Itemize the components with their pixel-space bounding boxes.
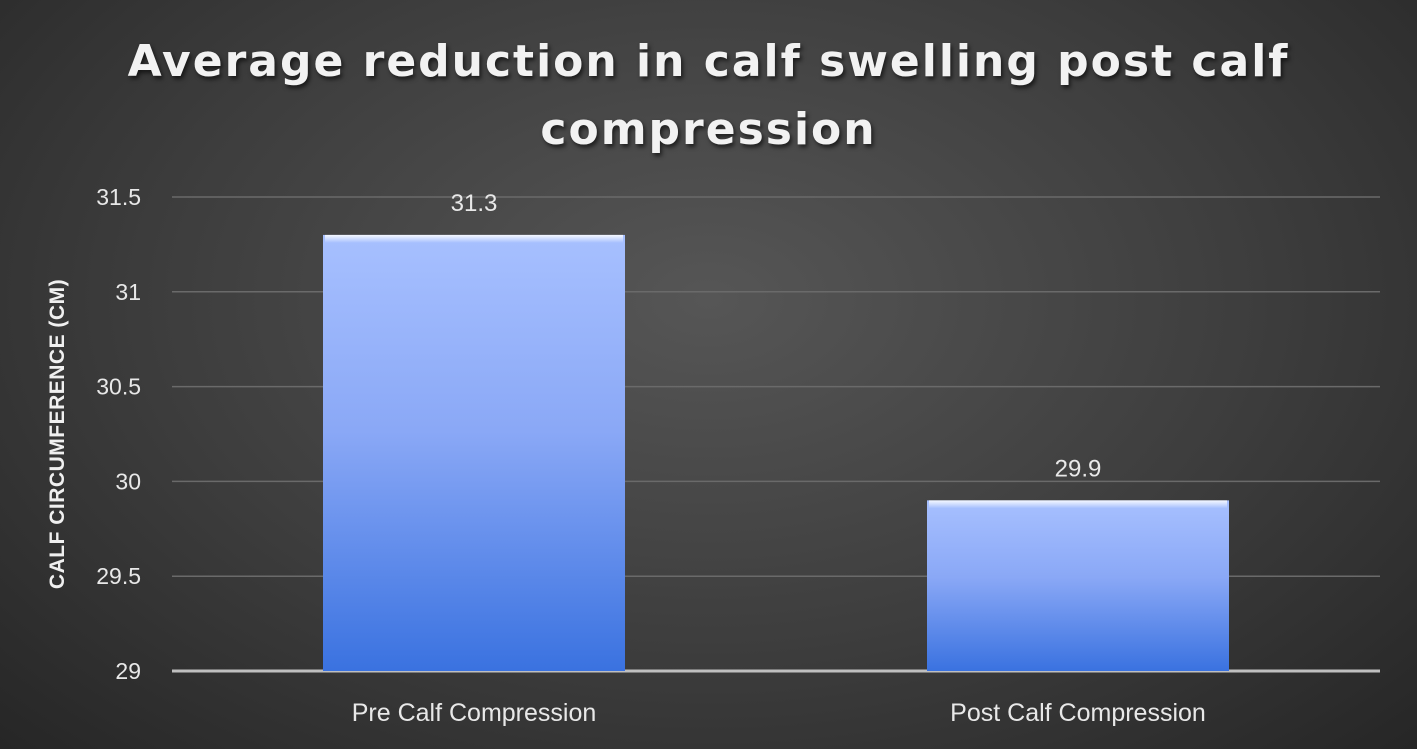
chart-title-line-2: compression <box>540 104 877 155</box>
bars <box>323 234 1229 672</box>
x-tick-label: Pre Calf Compression <box>352 699 597 727</box>
data-label: 31.3 <box>451 190 498 217</box>
bar <box>323 234 625 672</box>
data-labels: 31.3 29.9 <box>451 190 1102 482</box>
y-tick-label: 29.5 <box>96 563 141 589</box>
y-tick-label: 29 <box>115 658 141 684</box>
x-tick-label: Post Calf Compression <box>950 699 1206 727</box>
y-tick-label: 31 <box>115 279 141 305</box>
chart-title-line-1: Average reduction in calf swelling post … <box>127 36 1290 87</box>
y-tick-label: 31.5 <box>96 184 141 210</box>
x-axis-categories: Pre Calf Compression Post Calf Compressio… <box>352 699 1206 727</box>
bar <box>927 500 1229 671</box>
y-tick-label: 30 <box>115 468 141 494</box>
y-tick-label: 30.5 <box>96 374 141 400</box>
chart-title: Average reduction in calf swelling post … <box>0 28 1417 164</box>
bar-highlight <box>929 500 1227 509</box>
bar-highlight <box>325 234 623 243</box>
data-label: 29.9 <box>1055 455 1102 482</box>
y-axis-ticks: 29 29.5 30 30.5 31 31.5 <box>96 184 141 684</box>
